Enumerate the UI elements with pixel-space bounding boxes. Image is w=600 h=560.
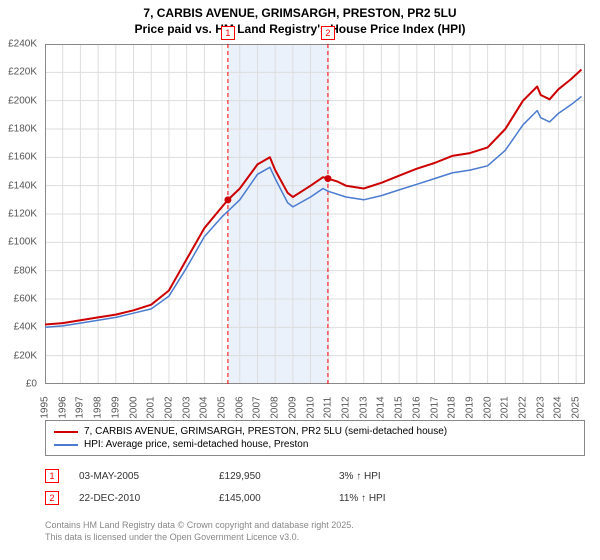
- x-axis-label: 2003: [181, 396, 192, 418]
- x-axis-label: 2025: [571, 396, 582, 418]
- sale-price: £129,950: [219, 471, 319, 482]
- sales-table: 1 03-MAY-2005 £129,950 3% ↑ HPI 2 22-DEC-2010…: [45, 465, 585, 509]
- x-axis-label: 1995: [40, 396, 51, 418]
- y-axis-label: £240K: [8, 39, 37, 50]
- x-axis-label: 2004: [199, 396, 210, 418]
- sale-row: 2 22-DEC-2010 £145,000 11% ↑ HPI: [45, 487, 585, 509]
- x-axis-label: 2001: [146, 396, 157, 418]
- chart-svg: [45, 44, 585, 384]
- x-axis-label: 1999: [110, 396, 121, 418]
- sale-marker-icon: 1: [45, 469, 59, 483]
- sale-marker-label: 1: [221, 26, 235, 40]
- chart-title-line2: Price paid vs. HM Land Registry's House …: [0, 22, 600, 38]
- chart-container: 7, CARBIS AVENUE, GRIMSARGH, PRESTON, PR…: [0, 0, 600, 560]
- x-axis-label: 2015: [394, 396, 405, 418]
- x-axis-label: 2014: [376, 396, 387, 418]
- sale-row: 1 03-MAY-2005 £129,950 3% ↑ HPI: [45, 465, 585, 487]
- chart-area: £0£20K£40K£60K£80K£100K£120K£140K£160K£1…: [45, 44, 585, 384]
- x-axis-label: 2022: [518, 396, 529, 418]
- y-axis-label: £60K: [14, 294, 37, 305]
- x-axis-label: 2008: [270, 396, 281, 418]
- x-axis-label: 2005: [217, 396, 228, 418]
- legend-swatch: [54, 431, 78, 433]
- y-axis-label: £80K: [14, 265, 37, 276]
- sale-marker-label: 2: [321, 26, 335, 40]
- legend-item: 7, CARBIS AVENUE, GRIMSARGH, PRESTON, PR…: [54, 425, 576, 438]
- y-axis-label: £120K: [8, 209, 37, 220]
- x-axis-label: 2020: [482, 396, 493, 418]
- sale-marker-icon: 2: [45, 491, 59, 505]
- x-axis-label: 2006: [234, 396, 245, 418]
- attribution-line2: This data is licensed under the Open Gov…: [45, 532, 585, 544]
- x-axis-label: 2017: [429, 396, 440, 418]
- legend-item: HPI: Average price, semi-detached house,…: [54, 438, 576, 451]
- x-axis-label: 2010: [305, 396, 316, 418]
- x-axis-label: 1996: [57, 396, 68, 418]
- x-axis-label: 2012: [340, 396, 351, 418]
- x-axis-label: 1997: [75, 396, 86, 418]
- x-axis-label: 2023: [535, 396, 546, 418]
- chart-title-line1: 7, CARBIS AVENUE, GRIMSARGH, PRESTON, PR…: [0, 0, 600, 22]
- legend-label: 7, CARBIS AVENUE, GRIMSARGH, PRESTON, PR…: [84, 426, 447, 437]
- x-axis-label: 2007: [252, 396, 263, 418]
- x-axis-label: 2016: [411, 396, 422, 418]
- attribution: Contains HM Land Registry data © Crown c…: [45, 520, 585, 543]
- x-axis-label: 2013: [358, 396, 369, 418]
- sale-hpi: 11% ↑ HPI: [339, 493, 439, 504]
- legend-swatch: [54, 444, 78, 446]
- y-axis-label: £100K: [8, 237, 37, 248]
- legend-label: HPI: Average price, semi-detached house,…: [84, 439, 308, 450]
- y-axis-label: £200K: [8, 95, 37, 106]
- x-axis-label: 2021: [500, 396, 511, 418]
- x-axis-label: 2019: [464, 396, 475, 418]
- y-axis-label: £160K: [8, 152, 37, 163]
- y-axis-label: £0: [26, 379, 37, 390]
- sale-date: 22-DEC-2010: [79, 493, 199, 504]
- x-axis-label: 1998: [93, 396, 104, 418]
- x-axis-label: 2000: [128, 396, 139, 418]
- x-axis-label: 2009: [287, 396, 298, 418]
- legend: 7, CARBIS AVENUE, GRIMSARGH, PRESTON, PR…: [45, 420, 585, 456]
- attribution-line1: Contains HM Land Registry data © Crown c…: [45, 520, 585, 532]
- sale-hpi: 3% ↑ HPI: [339, 471, 439, 482]
- y-axis-label: £220K: [8, 67, 37, 78]
- x-axis-label: 2002: [163, 396, 174, 418]
- y-axis-label: £140K: [8, 180, 37, 191]
- y-axis-label: £40K: [14, 322, 37, 333]
- y-axis-label: £20K: [14, 350, 37, 361]
- sale-date: 03-MAY-2005: [79, 471, 199, 482]
- x-axis-label: 2018: [447, 396, 458, 418]
- x-axis-label: 2024: [553, 396, 564, 418]
- y-axis-label: £180K: [8, 124, 37, 135]
- x-axis-label: 2011: [323, 397, 334, 419]
- sale-price: £145,000: [219, 493, 319, 504]
